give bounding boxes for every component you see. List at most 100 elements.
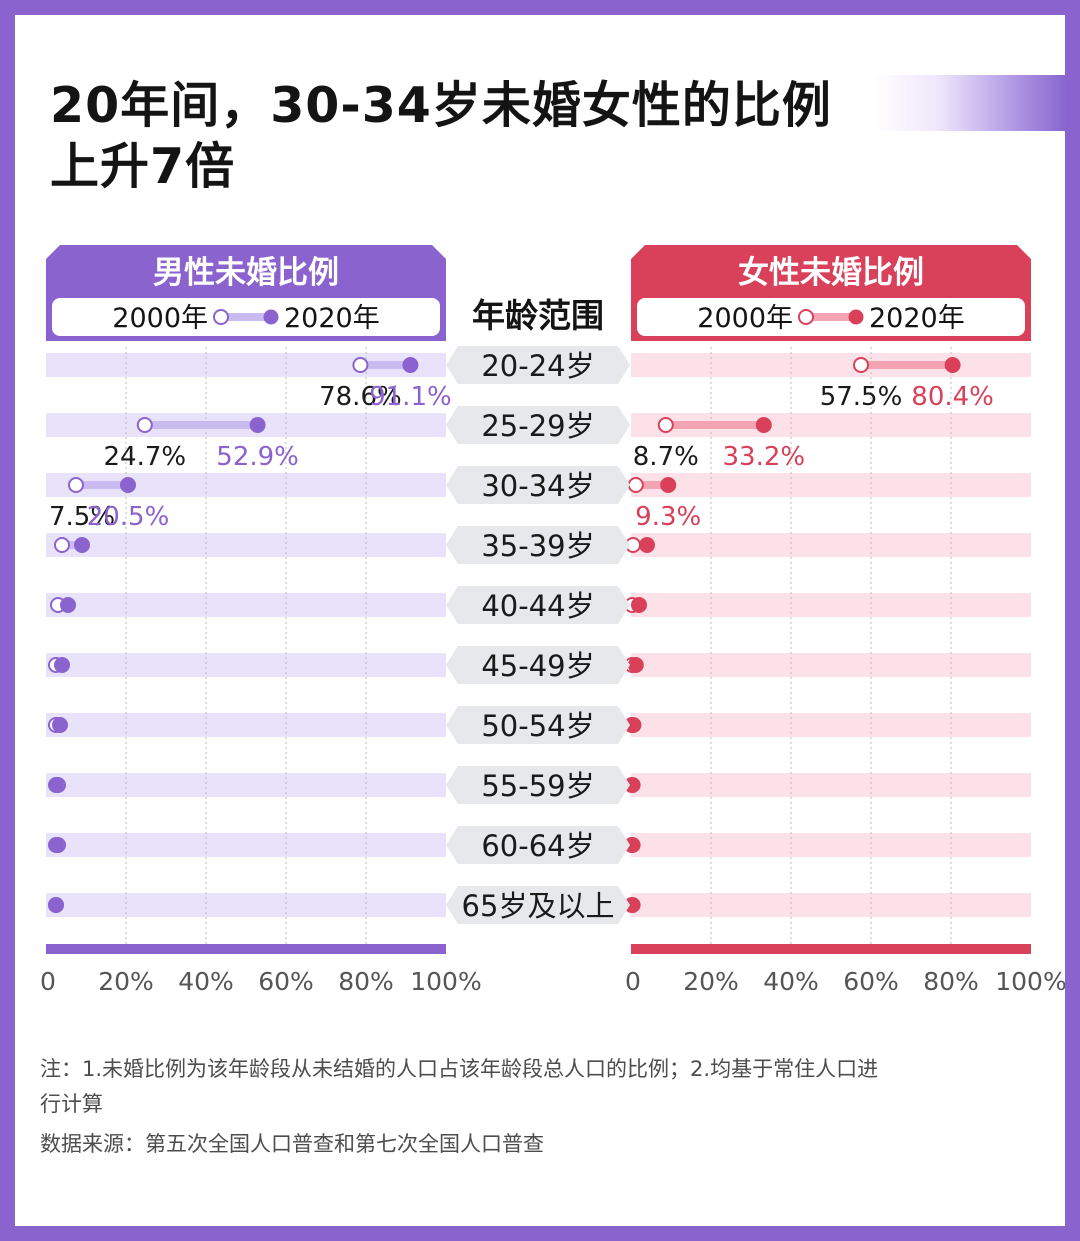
male-tick-label: 40% bbox=[178, 967, 234, 996]
female-point-2020 bbox=[627, 657, 644, 673]
female-point-2020 bbox=[624, 837, 641, 853]
age-pill bbox=[446, 586, 630, 624]
age-label: 45-49岁 bbox=[481, 649, 594, 683]
age-pill bbox=[446, 526, 630, 564]
age-pill bbox=[446, 646, 630, 684]
age-pill bbox=[446, 346, 630, 384]
male-row-band bbox=[46, 773, 446, 797]
male-point-2000 bbox=[54, 537, 70, 553]
data-source: 数据来源：第五次全国人口普查和第七次全国人口普查 bbox=[40, 1132, 544, 1156]
female-label-2020: 33.2% bbox=[722, 442, 805, 472]
male-label-2000: 24.7% bbox=[103, 442, 186, 472]
male-point-2020 bbox=[54, 657, 70, 673]
male-point-2000 bbox=[136, 417, 153, 433]
female-point-2000 bbox=[853, 357, 869, 373]
male-tick-label: 20% bbox=[98, 967, 154, 996]
male-point-2020 bbox=[48, 897, 64, 913]
female-label-2020: 9.3% bbox=[635, 502, 701, 532]
age-label: 30-34岁 bbox=[481, 469, 594, 503]
age-pill bbox=[446, 406, 630, 444]
male-point-2000 bbox=[68, 477, 84, 493]
female-tick-label: 80% bbox=[923, 967, 979, 996]
age-label: 65岁及以上 bbox=[462, 889, 615, 923]
female-row-band bbox=[631, 533, 1031, 557]
female-point-2020 bbox=[660, 477, 677, 493]
female-point-2000 bbox=[657, 417, 674, 433]
female-row-band bbox=[631, 893, 1031, 917]
female-label-2000: 8.7% bbox=[633, 442, 699, 472]
male-point-2020 bbox=[52, 717, 68, 733]
male-tick-label: 80% bbox=[338, 967, 394, 996]
female-tick-label: 60% bbox=[843, 967, 899, 996]
female-tick-label: 20% bbox=[683, 967, 739, 996]
female-point-2020 bbox=[631, 597, 647, 613]
male-label-2000: 78.6% bbox=[319, 382, 402, 412]
age-label: 25-29岁 bbox=[481, 409, 594, 443]
age-label: 35-39岁 bbox=[481, 529, 594, 563]
male-label-2020: 20.5% bbox=[87, 502, 170, 532]
male-point-2020 bbox=[60, 597, 76, 613]
female-label-2000: 57.5% bbox=[820, 382, 903, 412]
female-row-band bbox=[631, 713, 1031, 737]
female-panel-title: 女性未婚比例 bbox=[738, 255, 924, 291]
age-range-header: 年龄范围 bbox=[472, 296, 604, 335]
female-tick-label: 40% bbox=[763, 967, 819, 996]
male-row-band bbox=[46, 833, 446, 857]
age-label: 40-44岁 bbox=[481, 589, 594, 623]
male-point-2020 bbox=[249, 417, 266, 433]
female-label-2020: 80.4% bbox=[911, 382, 994, 412]
female-point-2020 bbox=[625, 717, 642, 733]
method-note: 注：1.未婚比例为该年龄段从未结婚的人口占该年龄段总人口的比例；2.均基于常住人… bbox=[40, 1057, 879, 1116]
decorative-gradient-strip bbox=[872, 75, 1065, 131]
female-legend-label-2000: 2000年 bbox=[697, 303, 793, 334]
female-legend-marker-2020 bbox=[848, 309, 864, 325]
age-label: 60-64岁 bbox=[481, 829, 594, 863]
male-row-band bbox=[46, 593, 446, 617]
male-point-2020 bbox=[74, 537, 90, 553]
female-legend-label-2020: 2020年 bbox=[869, 303, 965, 334]
female-tick-label: 100% bbox=[995, 967, 1065, 996]
female-legend-marker-2000 bbox=[798, 309, 814, 325]
female-point-2020 bbox=[624, 897, 641, 913]
male-row-band bbox=[46, 653, 446, 677]
female-point-2020 bbox=[624, 777, 641, 793]
male-point-2020 bbox=[120, 477, 136, 493]
male-legend-marker-2020 bbox=[263, 309, 279, 325]
female-axis-bar bbox=[631, 944, 1031, 954]
female-row-band bbox=[631, 473, 1031, 497]
footnotes: 注：1.未婚比例为该年龄段从未结婚的人口占该年龄段总人口的比例；2.均基于常住人… bbox=[40, 1052, 880, 1162]
age-pill bbox=[446, 826, 630, 864]
page-title: 20年间，30-34岁未婚女性的比例上升7倍 bbox=[50, 77, 832, 195]
male-point-2020 bbox=[402, 357, 419, 373]
male-row-band bbox=[46, 893, 446, 917]
infographic-card: 20年间，30-34岁未婚女性的比例上升7倍 男性未婚比例 2000年 2020年 0… bbox=[15, 15, 1065, 1226]
male-point-2020 bbox=[48, 777, 64, 793]
age-label: 20-24岁 bbox=[481, 349, 594, 383]
male-label-2020: 52.9% bbox=[216, 442, 299, 472]
male-point-2020 bbox=[48, 837, 64, 853]
female-row-band bbox=[631, 593, 1031, 617]
age-pill bbox=[446, 766, 630, 804]
female-row-band bbox=[631, 353, 1031, 377]
female-point-2000 bbox=[627, 477, 644, 493]
age-pill bbox=[446, 466, 630, 504]
age-pill bbox=[446, 706, 630, 744]
male-legend-marker-2000 bbox=[213, 309, 229, 325]
male-tick-label: 100% bbox=[410, 967, 481, 996]
female-point-2020 bbox=[944, 357, 961, 373]
female-row-band bbox=[631, 773, 1031, 797]
dumbbell-chart: 男性未婚比例 2000年 2020年 0 20% 40% 60% 80% 100% 78.6%91… bbox=[40, 245, 1065, 996]
age-pill bbox=[446, 886, 630, 924]
male-tick-label: 0 bbox=[40, 967, 56, 996]
male-row-band bbox=[46, 533, 446, 557]
female-point-2020 bbox=[755, 417, 772, 433]
male-label-2000: 7.5% bbox=[49, 502, 115, 532]
male-axis-bar bbox=[46, 944, 446, 954]
male-legend-label-2020: 2020年 bbox=[284, 303, 380, 334]
female-row-band bbox=[631, 653, 1031, 677]
male-label-2020: 91.1% bbox=[369, 382, 452, 412]
male-point-2000 bbox=[352, 357, 369, 373]
male-panel-title: 男性未婚比例 bbox=[153, 255, 339, 291]
age-label: 50-54岁 bbox=[481, 709, 594, 743]
male-legend-label-2000: 2000年 bbox=[112, 303, 208, 334]
